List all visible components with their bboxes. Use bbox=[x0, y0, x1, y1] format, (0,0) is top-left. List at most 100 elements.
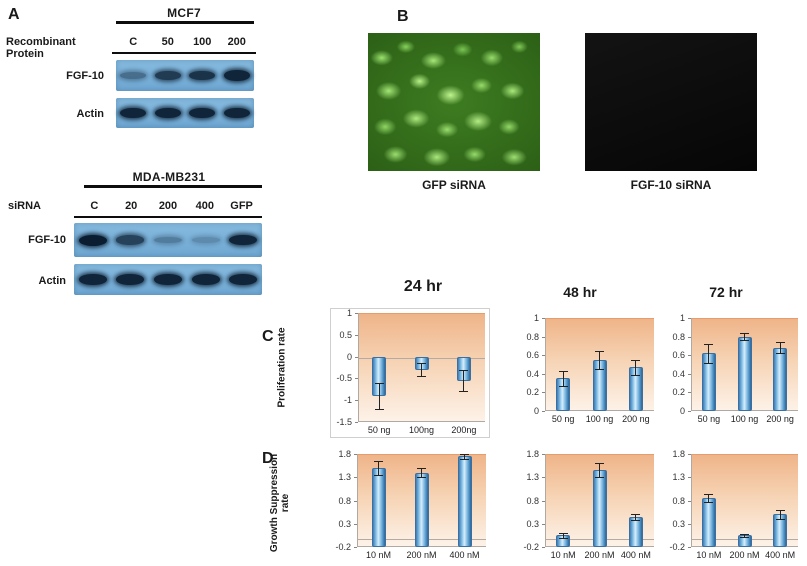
y-axis-tick-label: 0.5 bbox=[339, 329, 352, 340]
protein-band bbox=[116, 235, 145, 245]
protein-band bbox=[229, 234, 258, 246]
error-bar bbox=[464, 454, 465, 459]
chart-title-72hr: 72 hr bbox=[709, 284, 743, 300]
error-bar-cap bbox=[459, 391, 469, 393]
lane-label: 20 bbox=[125, 200, 138, 212]
y-axis-tick-mark bbox=[542, 547, 545, 548]
y-axis-tick-label: 1.3 bbox=[526, 472, 539, 483]
error-bar-cap bbox=[558, 533, 568, 535]
y-axis-tick-label: 0.4 bbox=[526, 368, 539, 379]
y-axis-tick-mark bbox=[354, 477, 357, 479]
bar bbox=[371, 467, 386, 547]
y-axis-tick-mark bbox=[354, 500, 357, 502]
y-axis-tick-label: 1.8 bbox=[338, 449, 351, 459]
error-bar-cap bbox=[374, 474, 383, 476]
bar bbox=[457, 456, 472, 547]
protein-band bbox=[189, 70, 215, 81]
error-bar bbox=[463, 369, 465, 392]
bar bbox=[592, 470, 607, 547]
y-axis-tick-mark bbox=[354, 454, 357, 455]
bar bbox=[701, 498, 716, 547]
error-bar-cap bbox=[704, 344, 714, 346]
error-bar-cap bbox=[740, 537, 749, 539]
x-axis-category-label: 100 ng bbox=[585, 414, 614, 424]
y-axis-tick-label: 1.3 bbox=[672, 472, 685, 483]
y-axis-tick-label: -0.2 bbox=[669, 542, 685, 552]
lane-row-label: Recombinant Protein bbox=[6, 36, 76, 60]
error-bar-cap bbox=[775, 509, 785, 511]
y-axis-tick-label: 0.8 bbox=[526, 331, 539, 342]
bar bbox=[414, 472, 429, 547]
error-bar bbox=[562, 371, 564, 386]
protein-band bbox=[120, 71, 146, 80]
y-axis-tick-mark bbox=[355, 378, 358, 380]
y-axis-tick-label: 1 bbox=[346, 308, 352, 318]
y-axis-tick-mark bbox=[542, 355, 545, 357]
error-bar bbox=[562, 533, 564, 538]
y-axis-tick-mark bbox=[688, 500, 691, 502]
error-bar bbox=[708, 344, 710, 363]
y-axis-tick-label: 1 bbox=[533, 313, 539, 323]
error-bar bbox=[779, 342, 781, 354]
lane-underline bbox=[74, 216, 262, 218]
x-axis-category-label: 100ng bbox=[408, 425, 435, 435]
y-axis-tick-mark bbox=[688, 336, 691, 338]
x-axis-category-label: 10 nM bbox=[550, 550, 576, 560]
y-axis-tick-label: -0.5 bbox=[336, 373, 352, 384]
band-label-actin: Actin bbox=[76, 108, 105, 120]
y-axis-tick-label: 0.6 bbox=[526, 350, 539, 361]
y-axis-tick-mark bbox=[688, 523, 691, 525]
error-bar bbox=[421, 363, 422, 377]
y-axis-tick-mark bbox=[688, 411, 691, 412]
y-axis-tick-label: -0.2 bbox=[523, 542, 539, 552]
lane-label: C bbox=[90, 200, 99, 212]
error-bar-cap bbox=[460, 454, 469, 455]
chart-title-24hr: 24 hr bbox=[403, 278, 443, 295]
protein-band bbox=[78, 234, 107, 246]
x-axis-category-label: 200ng bbox=[451, 425, 477, 435]
error-bar-cap bbox=[417, 477, 426, 479]
protein-band bbox=[154, 107, 181, 119]
y-axis-tick-label: 0.8 bbox=[526, 495, 539, 506]
band-label-fgf10: FGF-10 bbox=[66, 70, 104, 82]
y-axis-tick-mark bbox=[354, 547, 357, 548]
protein-band bbox=[116, 274, 145, 285]
band-label-actin: Actin bbox=[38, 275, 67, 287]
blot-image-fgf10 bbox=[74, 223, 262, 257]
y-axis-tick-label: 0.8 bbox=[338, 495, 351, 506]
chart-proliferation-48hr: 1 0.8 0.6 0.4 0.2 0 50 ng 100 ng 200 ng bbox=[518, 313, 658, 426]
y-axis-tick-mark bbox=[355, 334, 358, 336]
y-axis-tick-label: 0.3 bbox=[672, 518, 685, 529]
error-bar-cap bbox=[704, 501, 714, 503]
panel-b-label: B bbox=[397, 8, 409, 25]
y-axis-tick-label: -1 bbox=[343, 395, 352, 406]
panel-a-label: A bbox=[8, 6, 20, 23]
y-axis-tick-label: -0.2 bbox=[335, 542, 351, 552]
error-bar bbox=[599, 350, 600, 370]
error-bar-cap bbox=[631, 519, 641, 521]
error-bar bbox=[744, 332, 745, 341]
error-bar bbox=[744, 533, 745, 538]
cell-line-title-mcf7: MCF7 bbox=[167, 6, 201, 20]
y-axis-tick-label: 0.2 bbox=[672, 387, 685, 398]
blot-image-actin bbox=[74, 264, 262, 295]
y-axis-tick-label: 0.3 bbox=[526, 518, 539, 529]
proliferation-rate-axis-label: Proliferation rate bbox=[276, 327, 288, 408]
error-bar-cap bbox=[595, 350, 604, 352]
lane-label: 200 bbox=[158, 200, 178, 212]
error-bar bbox=[779, 509, 781, 520]
cell-line-title-mdamb231: MDA-MB231 bbox=[132, 170, 206, 184]
y-axis-tick-mark bbox=[355, 400, 358, 402]
x-axis-category-label: 200 nM bbox=[584, 550, 615, 560]
y-axis-tick-label: 1.8 bbox=[526, 449, 539, 459]
y-axis-tick-label: 0.8 bbox=[672, 495, 685, 506]
x-axis-category-label: 200 nM bbox=[729, 550, 760, 560]
error-bar-cap bbox=[374, 382, 384, 384]
y-axis-tick-mark bbox=[542, 500, 545, 502]
gfp-sirna-micrograph bbox=[368, 33, 540, 171]
error-bar bbox=[708, 494, 710, 502]
lane-row-label: siRNA bbox=[8, 200, 42, 212]
y-axis-tick-mark bbox=[688, 373, 691, 375]
y-axis-tick-mark bbox=[355, 422, 358, 423]
lane-label: 200 bbox=[227, 36, 246, 48]
